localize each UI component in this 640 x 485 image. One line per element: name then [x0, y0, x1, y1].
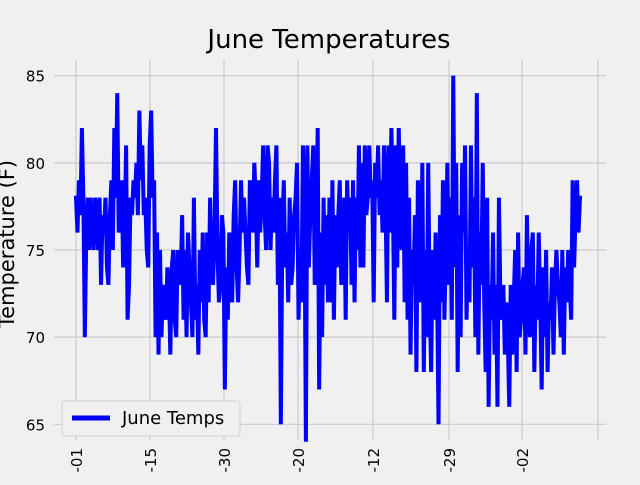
x-tick-label: -20: [290, 448, 308, 473]
x-tick-label: -12: [365, 448, 383, 473]
y-tick-label: 70: [26, 329, 45, 347]
y-tick-label: 65: [26, 416, 45, 434]
x-tick-label: -29: [441, 448, 459, 473]
y-axis-label: Temperature (F): [0, 160, 19, 329]
x-tick-label: -15: [142, 448, 160, 473]
series-line-june-temps: [73, 75, 583, 442]
legend-label: June Temps: [121, 408, 224, 429]
y-tick-label: 80: [26, 155, 45, 173]
line-layer: [73, 75, 583, 442]
y-tick-label: 75: [26, 242, 45, 260]
legend: June Temps: [61, 400, 241, 437]
x-tick-label: -01: [68, 448, 86, 473]
x-tick-label: -30: [216, 448, 234, 473]
chart-title: June Temperatures: [205, 25, 450, 55]
legend-box: [61, 400, 241, 437]
y-tick-label: 85: [26, 68, 45, 86]
tick-layer: 65 70 75 80 85 -01 -15 -30 -20 -12 -29 -02: [26, 68, 532, 473]
x-tick-label: -02: [514, 448, 532, 473]
